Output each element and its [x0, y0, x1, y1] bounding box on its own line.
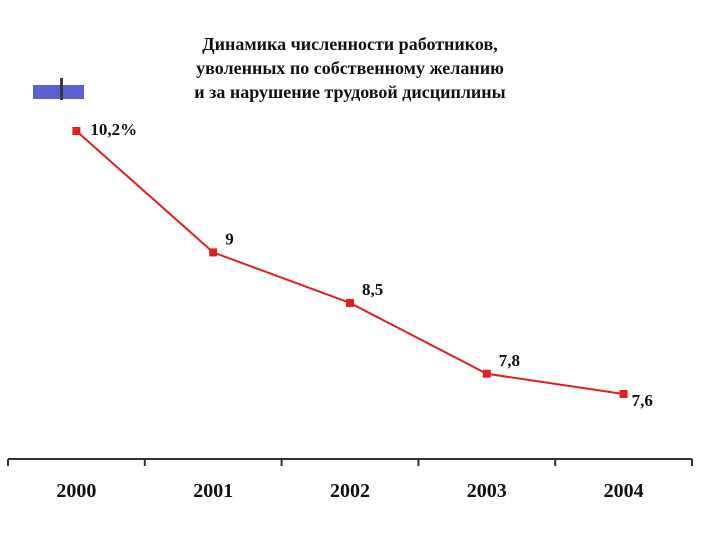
chart-title: Динамика численности работников, уволенн…	[140, 32, 560, 104]
x-tick-label: 2001	[193, 480, 233, 502]
x-tick-label: 2002	[330, 480, 370, 502]
chart-title-line-2: уволенных по собственному желанию	[196, 58, 504, 78]
data-label: 10,2%	[90, 120, 137, 139]
data-point-marker	[619, 390, 628, 398]
x-tick-label: 2000	[56, 480, 96, 502]
chart-title-line-1: Динамика численности работников,	[202, 34, 498, 54]
data-point-marker	[209, 248, 218, 257]
data-label: 8,5	[362, 280, 383, 299]
x-tick-label: 2003	[467, 480, 507, 502]
data-point-marker	[346, 298, 354, 307]
x-tick-label: 2004	[604, 480, 644, 502]
data-label: 7,6	[632, 391, 653, 410]
decorative-line	[60, 78, 63, 100]
data-point-marker	[482, 369, 491, 378]
chart-title-line-3: и за нарушение трудовой дисциплины	[194, 82, 506, 102]
data-label: 7,8	[499, 351, 520, 370]
decorative-bar	[33, 85, 84, 99]
data-point-marker	[72, 127, 81, 135]
data-label: 9	[225, 229, 234, 248]
series-line	[75, 130, 624, 395]
